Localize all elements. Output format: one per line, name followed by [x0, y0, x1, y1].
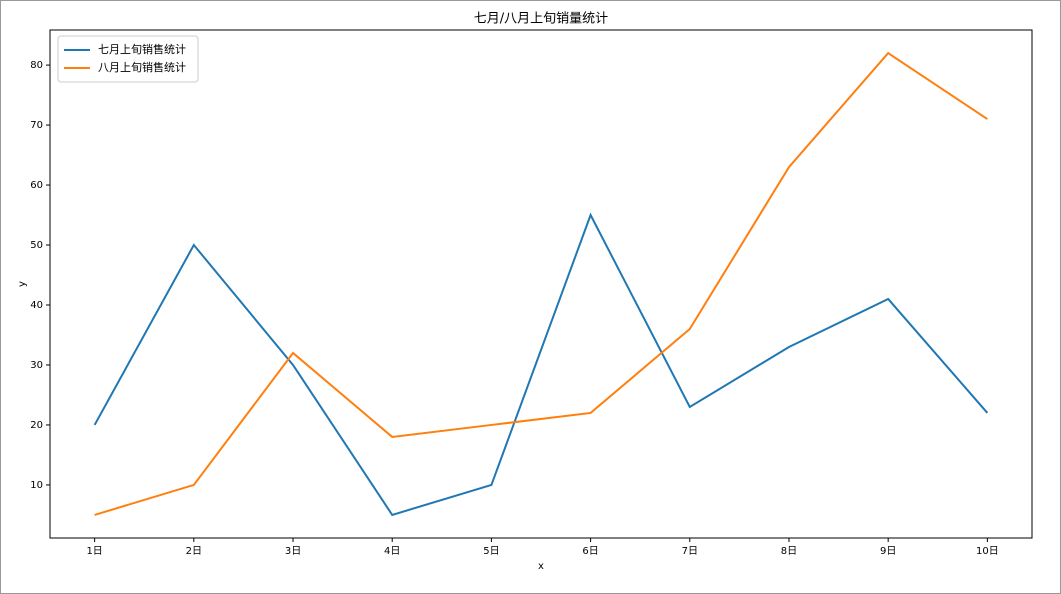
x-tick-label: 2日 — [186, 546, 202, 557]
y-tick-label: 70 — [30, 120, 43, 131]
x-tick-label: 4日 — [384, 546, 400, 557]
x-tick-label: 7日 — [682, 546, 698, 557]
x-tick-label: 8日 — [781, 546, 797, 557]
line-series — [94, 51, 988, 516]
y-tick-label: 10 — [30, 480, 43, 491]
legend-label: 八月上旬销售统计 — [98, 60, 186, 74]
y-tick-label: 30 — [30, 360, 43, 371]
x-tick-label: 1日 — [86, 546, 102, 557]
line-series — [93, 212, 989, 517]
x-tick-label: 10日 — [976, 546, 999, 557]
y-tick-label: 40 — [30, 300, 43, 311]
chart-title: 七月/八月上旬销量统计 — [474, 12, 608, 27]
y-tick-label: 80 — [30, 60, 43, 71]
x-axis-label: x — [538, 561, 544, 572]
x-tick-label: 9日 — [880, 546, 896, 557]
x-tick-label: 3日 — [285, 546, 301, 557]
x-tick-label: 6日 — [582, 546, 598, 557]
y-tick-label: 20 — [30, 420, 43, 431]
y-tick-label: 60 — [30, 180, 43, 191]
legend-box — [57, 35, 199, 83]
y-tick-label: 50 — [30, 240, 43, 251]
legend-label: 七月上旬销售统计 — [98, 42, 186, 56]
y-axis-label: y — [17, 281, 28, 287]
plot-frame — [49, 29, 1033, 539]
x-tick-label: 5日 — [483, 546, 499, 557]
